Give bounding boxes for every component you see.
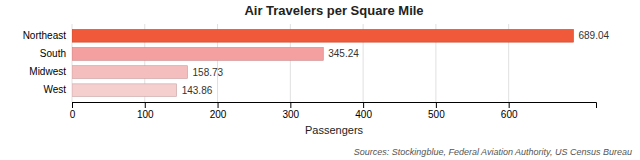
x-tick-mark [290,102,291,108]
x-tick-label: 600 [501,109,518,120]
data-label: 345.24 [328,48,359,59]
y-tick: Northeast [23,30,67,41]
x-tick-label: 400 [355,109,372,120]
data-label: 689.04 [578,30,609,41]
bar [72,48,323,61]
x-tick: 0 [70,102,76,120]
x-tick-mark [509,102,510,108]
bars [72,29,573,96]
x-tick-label: 0 [70,109,76,120]
title: Air Travelers per Square Mile [244,3,423,18]
data-labels: 689.04 345.24 158.73 143.86 [182,30,610,95]
bar [72,29,573,42]
x-axis-title: Passengers [305,124,364,136]
x-tick-mark [218,102,219,108]
x-tick: 500 [428,102,445,120]
x-tick-mark [72,102,73,108]
x-tick-mark [436,102,437,108]
bar [72,66,188,79]
y-tick: South [40,48,66,59]
x-axis-line [73,103,597,109]
x-axis: 0 100 200 300 400 500 600 [70,102,597,120]
x-tick-label: 200 [210,109,227,120]
y-tick-label: Midwest [29,66,66,77]
y-tick-label: West [43,84,66,95]
y-axis: Northeast South Midwest West [23,30,67,95]
x-tick: 200 [210,102,227,120]
x-tick-mark [363,102,364,108]
x-tick: 100 [137,102,154,120]
data-label: 158.73 [193,67,224,78]
x-tick-label: 500 [428,109,445,120]
data-label: 143.86 [182,85,213,96]
chart-svg: Air Travelers per Square Mile 0 100 200 300 4… [0,0,640,160]
plot-area: 0 100 200 300 400 500 600 Northeast South Midwest… [23,24,610,120]
chart-container: Air Travelers per Square Mile 0 100 200 300 4… [0,0,640,160]
x-tick-label: 100 [137,109,154,120]
y-tick: Midwest [29,66,66,77]
x-tick: 600 [501,102,518,120]
y-tick-label: Northeast [23,30,67,41]
annotation: Sources: Stockingblue, Federal Aviation … [354,147,632,157]
y-tick: West [43,84,66,95]
x-tick: 400 [355,102,372,120]
y-tick-label: South [40,48,66,59]
bar [72,84,177,97]
x-tick-label: 300 [282,109,299,120]
x-tick-mark [145,102,146,108]
x-tick: 300 [282,102,299,120]
